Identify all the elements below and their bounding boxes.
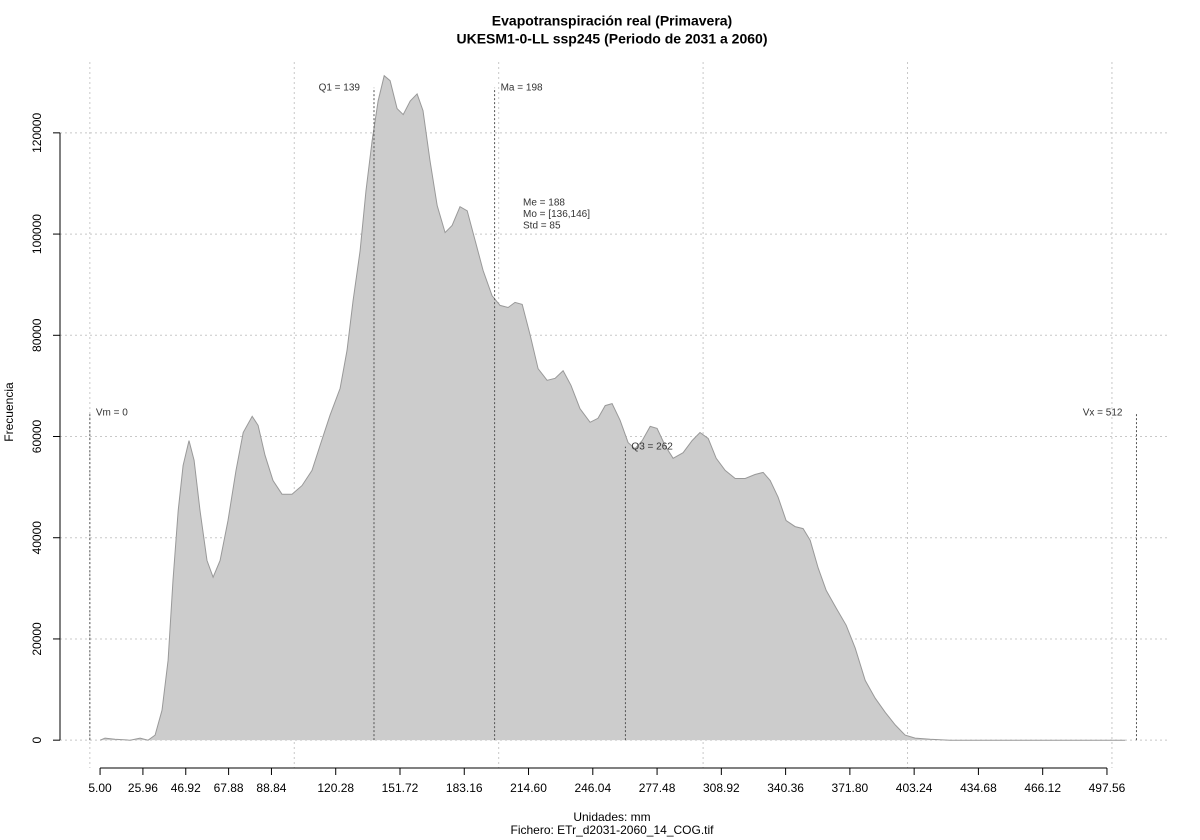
x-tick-label: 214.60 bbox=[510, 781, 547, 795]
x-tick-label: 5.00 bbox=[88, 781, 112, 795]
y-tick-label: 20000 bbox=[30, 622, 44, 656]
x-tick-label: 246.04 bbox=[574, 781, 611, 795]
annotation-label: Ma = 198 bbox=[501, 82, 543, 93]
density-area bbox=[100, 75, 1126, 741]
y-tick-label: 40000 bbox=[30, 521, 44, 555]
annotation-label: Q1 = 139 bbox=[319, 82, 361, 93]
x-tick-label: 340.36 bbox=[767, 781, 804, 795]
annotation-label: Vx = 512 bbox=[1083, 407, 1123, 418]
x-tick-label: 403.24 bbox=[896, 781, 933, 795]
y-tick-label: 80000 bbox=[30, 318, 44, 352]
x-tick-label: 67.88 bbox=[214, 781, 244, 795]
x-tick-label: 308.92 bbox=[703, 781, 740, 795]
x-tick-label: 88.84 bbox=[256, 781, 286, 795]
x-tick-label: 183.16 bbox=[446, 781, 483, 795]
y-tick-label: 60000 bbox=[30, 420, 44, 454]
caption: Fichero: ETr_d2031-2060_14_COG.tif bbox=[511, 823, 715, 837]
chart-title: Evapotranspiración real (Primavera) bbox=[492, 13, 732, 29]
chart-subtitle: UKESM1-0-LL ssp245 (Periodo de 2031 a 20… bbox=[457, 31, 768, 47]
x-tick-label: 434.68 bbox=[960, 781, 997, 795]
stat-label: Mo = [136,146] bbox=[523, 209, 590, 220]
annotation-label: Q3 = 262 bbox=[631, 441, 673, 452]
y-tick-label: 100000 bbox=[30, 214, 44, 254]
y-axis-label: Frecuencia bbox=[2, 382, 16, 442]
x-tick-label: 120.28 bbox=[317, 781, 354, 795]
x-tick-label: 466.12 bbox=[1024, 781, 1061, 795]
x-tick-label: 25.96 bbox=[128, 781, 158, 795]
density-line bbox=[99, 74, 1126, 741]
x-tick-label: 371.80 bbox=[832, 781, 869, 795]
stat-label: Me = 188 bbox=[523, 198, 565, 209]
x-tick-label: 46.92 bbox=[171, 781, 201, 795]
y-tick-label: 120000 bbox=[30, 113, 44, 153]
x-tick-label: 497.56 bbox=[1089, 781, 1126, 795]
stat-label: Std = 85 bbox=[523, 221, 561, 232]
x-tick-label: 151.72 bbox=[382, 781, 419, 795]
x-axis-label: Unidades: mm bbox=[573, 810, 650, 824]
x-tick-label: 277.48 bbox=[639, 781, 676, 795]
y-tick-label: 0 bbox=[30, 737, 44, 744]
annotation-label: Vm = 0 bbox=[96, 407, 128, 418]
